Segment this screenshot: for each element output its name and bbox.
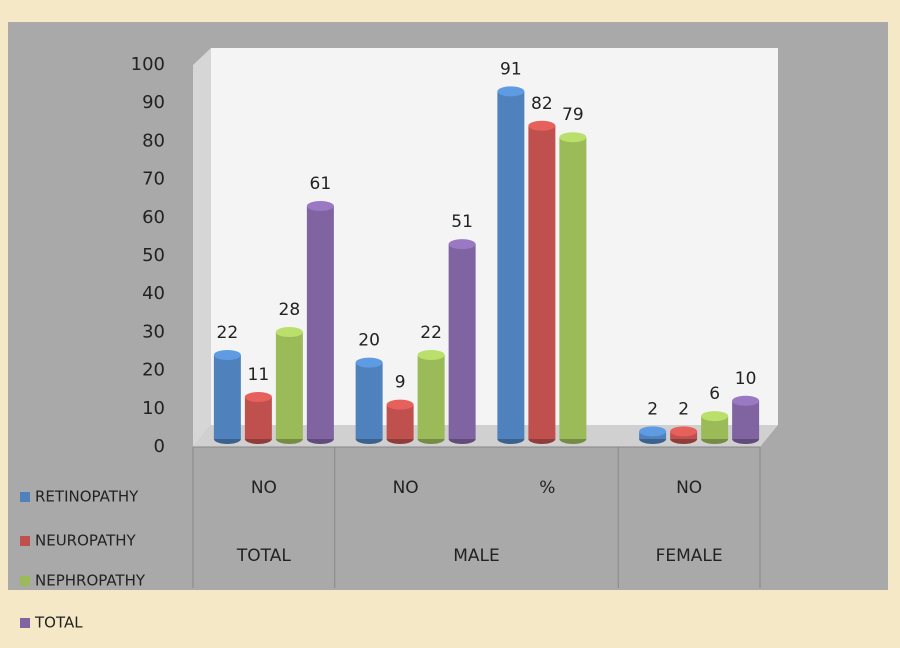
y-tick-label: 60 — [142, 207, 165, 228]
bar-part — [244, 396, 272, 439]
y-tick-label: 70 — [142, 169, 165, 190]
y-tick-label: 80 — [142, 130, 165, 151]
bar — [732, 395, 760, 444]
value-label: 61 — [310, 174, 332, 194]
y-tick-label: 20 — [142, 360, 165, 381]
value-label: 20 — [358, 331, 380, 351]
bar-part — [732, 395, 760, 406]
bar — [386, 399, 414, 444]
bar-part — [732, 400, 760, 439]
value-label: 22 — [217, 323, 239, 343]
x-tick-label: % — [539, 478, 555, 498]
y-tick-label: 0 — [154, 436, 165, 457]
legend-label: NEUROPATHY — [35, 532, 137, 550]
legend-swatch — [20, 492, 30, 502]
value-label: 10 — [735, 369, 757, 389]
value-label: 82 — [531, 94, 553, 114]
legend-swatch — [20, 576, 30, 586]
legend-label: NEPHROPATHY — [35, 572, 146, 590]
y-tick-label: 50 — [142, 245, 165, 266]
bar-part — [417, 349, 445, 360]
bar — [448, 239, 476, 444]
bar — [275, 327, 303, 444]
bar-part — [386, 404, 414, 439]
bar — [559, 132, 587, 444]
value-label: 2 — [678, 399, 689, 419]
value-label: 2 — [647, 399, 658, 419]
bar — [213, 349, 241, 444]
bar-part — [559, 137, 587, 439]
floor — [193, 425, 778, 447]
bar-part — [213, 354, 241, 439]
group-label: MALE — [453, 546, 500, 566]
bar — [355, 357, 383, 444]
y-tick-label: 90 — [142, 92, 165, 113]
bar — [528, 120, 556, 444]
bar-part — [213, 349, 241, 360]
x-tick-label: NO — [393, 478, 419, 498]
legend-label: TOTAL — [34, 614, 83, 632]
y-tick-label: 10 — [142, 398, 165, 419]
bar-part — [528, 120, 556, 131]
value-label: 91 — [500, 59, 522, 79]
bar-part — [448, 244, 476, 439]
y-tick-label: 40 — [142, 283, 165, 304]
bar-part — [528, 125, 556, 439]
value-label: 9 — [395, 373, 406, 393]
value-label: 28 — [279, 300, 301, 320]
bar-part — [497, 91, 525, 439]
bar-part — [275, 332, 303, 439]
value-label: 11 — [248, 365, 270, 385]
bar — [306, 200, 334, 444]
y-tick-label: 30 — [142, 321, 165, 342]
bar — [417, 349, 445, 444]
value-label: 79 — [562, 105, 584, 125]
bar-part — [417, 354, 445, 439]
legend-swatch — [20, 536, 30, 546]
legend-swatch — [20, 618, 30, 628]
bar-part — [386, 399, 414, 410]
bar-part — [244, 391, 272, 402]
bar-part — [306, 200, 334, 211]
bar — [244, 391, 272, 444]
bar-part — [497, 86, 525, 97]
bar — [497, 86, 525, 444]
group-label: TOTAL — [236, 546, 291, 566]
bar-part — [275, 327, 303, 338]
bar — [670, 426, 698, 444]
bar-part — [639, 426, 667, 437]
group-label: FEMALE — [656, 546, 723, 566]
value-label: 6 — [709, 384, 720, 404]
bar — [701, 411, 729, 444]
legend-label: RETINOPATHY — [35, 488, 139, 506]
bar-part — [355, 357, 383, 368]
bar — [639, 426, 667, 444]
bar-part — [306, 205, 334, 439]
bar-part — [701, 411, 729, 422]
side-wall — [193, 48, 211, 447]
x-tick-label: NO — [676, 478, 702, 498]
x-tick-label: NO — [251, 478, 277, 498]
value-label: 22 — [420, 323, 442, 343]
back-wall — [211, 48, 778, 425]
bar-part — [701, 416, 729, 439]
bar-part — [670, 426, 698, 437]
value-label: 51 — [451, 212, 473, 232]
y-tick-label: 100 — [131, 54, 165, 75]
bar-part — [355, 362, 383, 439]
bar-part — [559, 132, 587, 143]
bar-part — [448, 239, 476, 250]
